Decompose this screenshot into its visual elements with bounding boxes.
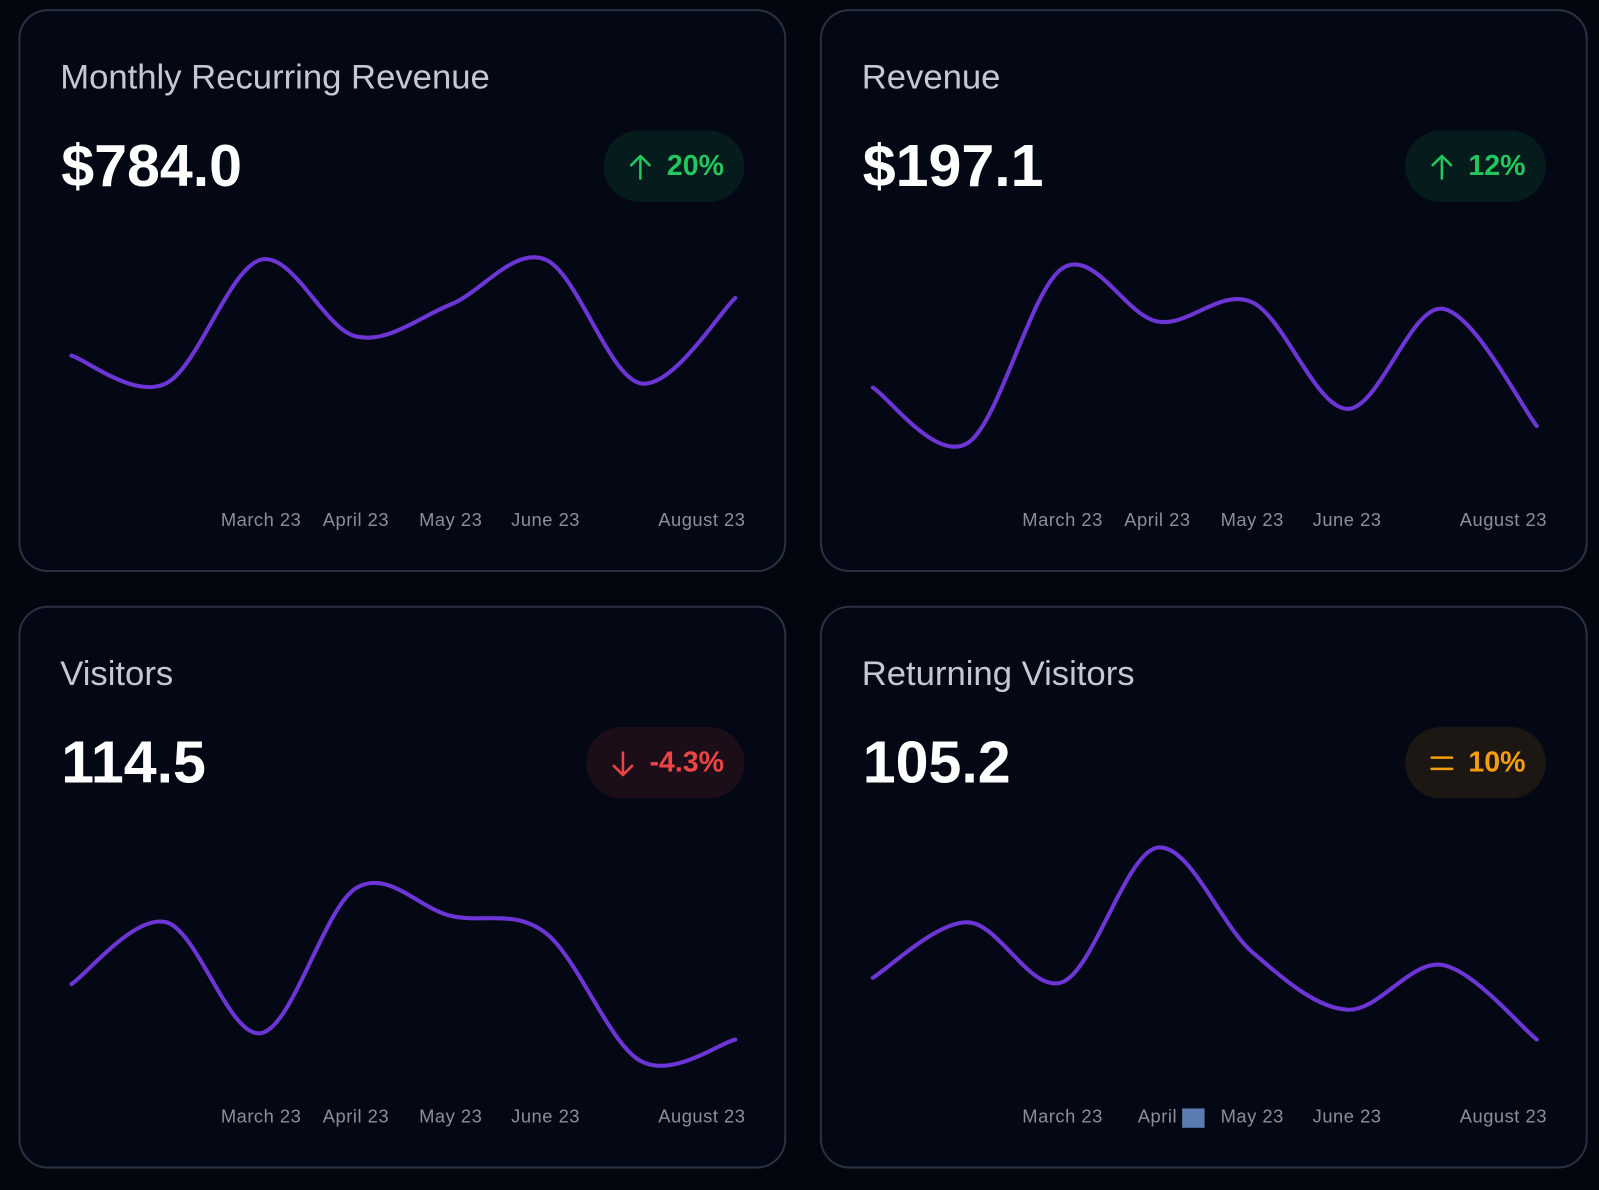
- card-value: 105.2: [863, 728, 1011, 795]
- card-frame: [18, 605, 787, 1169]
- card-frame: [18, 9, 787, 573]
- badge-pill: [1405, 130, 1546, 202]
- card-title: Returning Visitors: [862, 655, 1135, 693]
- card: Returning Visitors 105.2 10% March 23 April M…: [819, 605, 1588, 1169]
- badge-text: 12%: [1468, 150, 1525, 182]
- card: Monthly Recurring Revenue $784.0 20% March …: [18, 9, 787, 573]
- badge-text: 10%: [1468, 746, 1525, 778]
- badge-pill: [1405, 727, 1546, 799]
- x-tick-label: April 23: [323, 509, 389, 530]
- trend-icon: [612, 751, 634, 777]
- card-value: $197.1: [863, 132, 1044, 199]
- x-tick-label: May 23: [1221, 509, 1284, 530]
- sparkline: [69, 880, 738, 1068]
- x-tick-label: May 23: [419, 1105, 482, 1126]
- card-value: 114.5: [61, 728, 206, 795]
- x-tick-label: April: [1138, 1105, 1177, 1126]
- x-tick-label: May 23: [1221, 1105, 1284, 1126]
- x-tick-label: March 23: [221, 1105, 302, 1126]
- sparkline: [870, 262, 1539, 449]
- x-tick-label: April 23: [323, 1105, 389, 1126]
- card: Revenue $197.1 12% March 23 April 23 May 23 Ju…: [819, 9, 1588, 573]
- badge-text: -4.3%: [649, 746, 724, 778]
- x-tick-label: April 23: [1124, 509, 1190, 530]
- x-tick-label: May 23: [419, 509, 482, 530]
- x-tick-label: August 23: [658, 509, 745, 530]
- x-tick-label: March 23: [221, 509, 302, 530]
- text-cursor-highlight: [1182, 1108, 1205, 1128]
- trend-badge: 20%: [603, 130, 745, 202]
- x-tick-label: June 23: [1313, 1105, 1382, 1126]
- card-title: Monthly Recurring Revenue: [60, 59, 490, 97]
- x-tick-label: August 23: [1460, 509, 1547, 530]
- card-frame: [819, 9, 1588, 573]
- x-tick-label: June 23: [511, 509, 580, 530]
- trend-icon: [629, 154, 651, 180]
- badge-pill: [603, 130, 745, 202]
- card-value: $784.0: [61, 132, 242, 199]
- x-tick-label: June 23: [511, 1105, 580, 1126]
- sparkline: [870, 845, 1539, 1042]
- x-tick-label: March 23: [1022, 509, 1103, 530]
- x-tick-label: August 23: [1460, 1105, 1547, 1126]
- x-tick-label: June 23: [1313, 509, 1382, 530]
- badge-pill: [586, 727, 745, 799]
- sparkline: [69, 255, 738, 390]
- trend-icon: [1431, 154, 1453, 180]
- trend-icon: [1430, 756, 1454, 771]
- x-tick-label: August 23: [658, 1105, 745, 1126]
- trend-badge: 12%: [1405, 130, 1546, 202]
- card-title: Visitors: [60, 655, 173, 693]
- trend-badge: 10%: [1405, 727, 1546, 799]
- card: Visitors 114.5 -4.3% March 23 April 23 May 23…: [18, 605, 787, 1169]
- card-title: Revenue: [862, 59, 1001, 97]
- badge-text: 20%: [667, 150, 724, 182]
- trend-badge: -4.3%: [586, 727, 745, 799]
- x-tick-label: March 23: [1022, 1105, 1103, 1126]
